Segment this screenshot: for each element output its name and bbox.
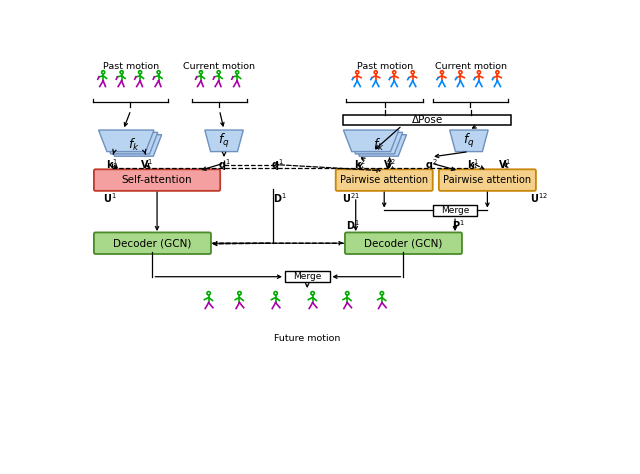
Polygon shape (450, 130, 488, 152)
Text: Decoder (GCN): Decoder (GCN) (113, 238, 191, 248)
FancyBboxPatch shape (345, 232, 462, 254)
Text: $\mathbf{D}^1$: $\mathbf{D}^1$ (346, 219, 360, 232)
Text: $\mathbf{V}_t^2$: $\mathbf{V}_t^2$ (383, 157, 396, 174)
FancyBboxPatch shape (94, 232, 211, 254)
Text: Decoder (GCN): Decoder (GCN) (364, 238, 443, 248)
Text: $\mathbf{q}^1$: $\mathbf{q}^1$ (271, 157, 284, 173)
Text: $\mathbf{k}_t^2$: $\mathbf{k}_t^2$ (355, 157, 367, 174)
Text: $f_q$: $f_q$ (218, 132, 230, 150)
Text: Merge: Merge (441, 206, 469, 215)
Polygon shape (102, 132, 158, 154)
Text: $\mathbf{q}^2$: $\mathbf{q}^2$ (425, 157, 438, 173)
Text: Pairwise attention: Pairwise attention (444, 175, 531, 185)
Text: Current motion: Current motion (435, 62, 508, 71)
Text: $\mathbf{U}^{12}$: $\mathbf{U}^{12}$ (530, 191, 548, 205)
Text: $\mathbf{P}^1$: $\mathbf{P}^1$ (452, 219, 465, 232)
Text: $f_q$: $f_q$ (463, 132, 475, 150)
Bar (285, 271, 330, 283)
Text: $\mathbf{V}_t^1$: $\mathbf{V}_t^1$ (499, 157, 512, 174)
Polygon shape (106, 135, 162, 156)
Text: $f_k$: $f_k$ (128, 137, 140, 154)
Text: ΔPose: ΔPose (412, 115, 443, 125)
Text: $\mathbf{U}^{21}$: $\mathbf{U}^{21}$ (342, 191, 360, 205)
Polygon shape (205, 130, 243, 152)
FancyBboxPatch shape (439, 169, 536, 191)
Text: $\mathbf{D}^1$: $\mathbf{D}^1$ (273, 191, 286, 205)
FancyBboxPatch shape (336, 169, 433, 191)
Polygon shape (344, 130, 399, 152)
Text: $\mathbf{V}_t^1$: $\mathbf{V}_t^1$ (140, 157, 153, 174)
Polygon shape (351, 135, 406, 156)
Text: $\mathbf{U}^1$: $\mathbf{U}^1$ (102, 191, 116, 205)
Text: Current motion: Current motion (184, 62, 255, 71)
Polygon shape (99, 130, 154, 152)
Text: $\mathbf{q}^1$: $\mathbf{q}^1$ (218, 157, 230, 173)
Text: $\mathbf{k}_t^1$: $\mathbf{k}_t^1$ (106, 157, 118, 174)
Bar (344, 115, 511, 126)
FancyBboxPatch shape (94, 169, 220, 191)
Bar (433, 205, 477, 216)
Text: $\mathbf{k}_t^1$: $\mathbf{k}_t^1$ (467, 157, 479, 174)
Text: Merge: Merge (293, 272, 321, 281)
Text: $f_k$: $f_k$ (373, 137, 385, 154)
Text: Self-attention: Self-attention (122, 175, 193, 185)
Polygon shape (348, 132, 403, 154)
Text: Past motion: Past motion (357, 62, 413, 71)
Text: Pairwise attention: Pairwise attention (340, 175, 428, 185)
Text: Future motion: Future motion (274, 334, 340, 343)
Text: Past motion: Past motion (103, 62, 159, 71)
